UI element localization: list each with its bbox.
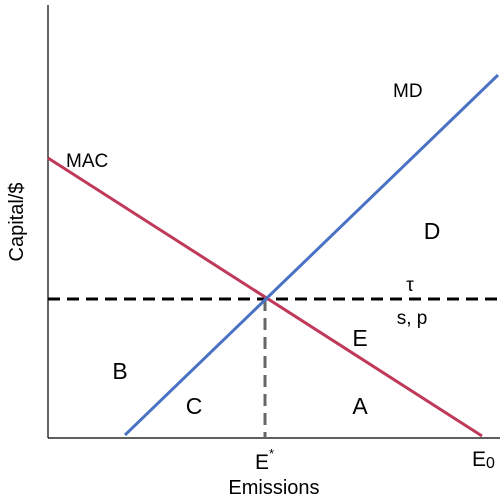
x-mark-optimum: E* bbox=[255, 446, 274, 474]
x-mark-initial: E0 bbox=[472, 448, 495, 472]
md-label: MD bbox=[393, 81, 423, 102]
area-d: D bbox=[424, 218, 441, 244]
area-e: E bbox=[352, 325, 367, 351]
mark-base: E bbox=[472, 448, 486, 471]
tax-symbol: τ bbox=[406, 275, 414, 296]
mark-sup: * bbox=[269, 446, 274, 461]
x-axis-label: Emissions bbox=[228, 477, 319, 499]
md-curve bbox=[123, 73, 500, 437]
y-axis-label: Capital/$ bbox=[6, 183, 28, 262]
area-c: C bbox=[186, 393, 203, 419]
tax-instruments: s, p bbox=[397, 308, 428, 329]
mark-sub: 0 bbox=[486, 455, 495, 472]
area-b: B bbox=[112, 358, 127, 384]
mac-label: MAC bbox=[66, 151, 108, 172]
mac-curve bbox=[47, 156, 483, 438]
area-a: A bbox=[352, 393, 368, 419]
mark-base: E bbox=[255, 451, 269, 474]
